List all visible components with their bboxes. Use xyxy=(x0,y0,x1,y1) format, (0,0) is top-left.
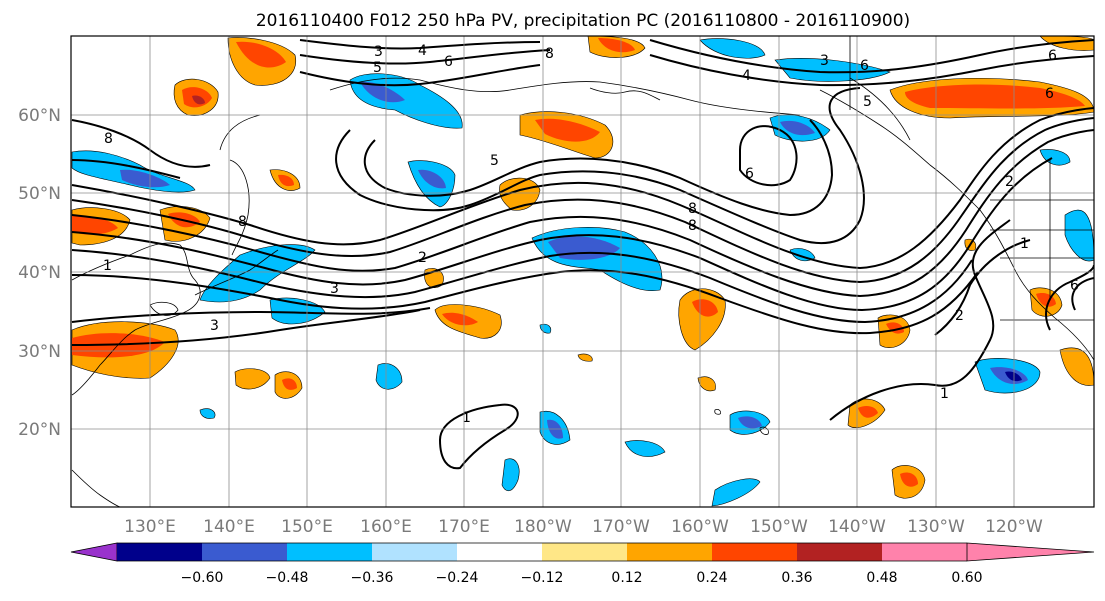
negative-precip-shading xyxy=(71,38,1094,507)
colorbar-tick-label: −0.60 xyxy=(181,570,224,586)
lon-label: 130°W xyxy=(907,517,965,537)
colorbar-tick-label: −0.24 xyxy=(436,570,479,586)
pv-label: 3 xyxy=(210,318,219,334)
colorbar-tick-label: −0.12 xyxy=(521,570,564,586)
colorbar-bin xyxy=(457,543,542,561)
lon-label: 150°E xyxy=(281,517,333,537)
pv-label: 3 xyxy=(330,281,339,297)
colorbar-tick-label: 0.36 xyxy=(781,570,812,586)
lon-label: 140°W xyxy=(828,517,886,537)
lat-label: 30°N xyxy=(18,342,61,362)
pv-label: 3 xyxy=(374,44,383,60)
latitude-labels: 60°N 50°N 40°N 30°N 20°N xyxy=(18,106,61,440)
lon-label: 160°E xyxy=(360,517,412,537)
pv-label: 1 xyxy=(940,386,949,402)
pv-label: 5 xyxy=(490,153,499,169)
lat-label: 50°N xyxy=(18,184,61,204)
pv-label: 3 xyxy=(820,53,829,69)
pv-label: 6 xyxy=(1048,48,1057,64)
pv-label: 6 xyxy=(860,58,869,74)
pv-label: 5 xyxy=(863,94,872,110)
pv-label: 6 xyxy=(1045,86,1054,102)
map-panel: 3 4 5 6 8 5 6 8 8 6 4 3 6 6 5 8 2 1 8 3 xyxy=(70,35,1095,508)
pv-label: 6 xyxy=(444,54,453,70)
gridlines xyxy=(71,36,1094,507)
pv-label: 2 xyxy=(1005,174,1014,190)
lon-label: 150°W xyxy=(750,517,808,537)
pv-label: 6 xyxy=(1070,278,1079,294)
lat-label: 60°N xyxy=(18,106,61,126)
lon-label: 180°W xyxy=(514,517,572,537)
lat-label: 20°N xyxy=(18,420,61,440)
colorbar-bin xyxy=(542,543,627,561)
pv-label: 4 xyxy=(742,68,751,84)
map-frame xyxy=(70,35,1095,508)
pv-label: 8 xyxy=(238,214,247,230)
longitude-labels: 130°E 140°E 150°E 160°E 170°E 180°W 170°… xyxy=(124,517,1043,537)
lat-label: 40°N xyxy=(18,263,61,283)
map-title: 2016110400 F012 250 hPa PV, precipitatio… xyxy=(256,11,910,31)
colorbar-tick-label: 0.24 xyxy=(696,570,727,586)
pv-label: 1 xyxy=(462,410,471,426)
colorbar-tick-label: 0.48 xyxy=(866,570,897,586)
pv-contour-labels: 3 4 5 6 8 5 6 8 8 6 4 3 6 6 5 8 2 1 8 3 xyxy=(103,43,1079,426)
pv-label: 1 xyxy=(103,258,112,274)
pv-label: 2 xyxy=(955,308,964,324)
colorbar-tick-label: 0.60 xyxy=(951,570,982,586)
pv-label: 8 xyxy=(688,218,697,234)
lon-label: 130°E xyxy=(124,517,176,537)
pv-label: 8 xyxy=(688,201,697,217)
colorbar: −0.60 −0.48 −0.36 −0.24 −0.12 0.12 0.24 … xyxy=(70,542,1095,586)
lon-label: 170°W xyxy=(592,517,650,537)
colorbar-bin xyxy=(627,543,712,561)
colorbar-tick-label: −0.36 xyxy=(351,570,394,586)
colorbar-arrow-left xyxy=(70,542,118,562)
lon-label: 120°W xyxy=(985,517,1043,537)
lon-label: 160°W xyxy=(671,517,729,537)
pv-label: 2 xyxy=(418,250,427,266)
pv-label: 6 xyxy=(745,166,754,182)
colorbar-arrow-right xyxy=(966,542,1095,562)
lon-label: 170°E xyxy=(438,517,490,537)
pv-label: 4 xyxy=(418,43,427,59)
colorbar-bin xyxy=(882,543,967,561)
colorbar-bin xyxy=(202,543,287,561)
pv-label: 1 xyxy=(1020,236,1029,252)
lon-label: 140°E xyxy=(203,517,255,537)
pv-label: 8 xyxy=(104,131,113,147)
pv-label: 5 xyxy=(373,60,382,76)
colorbar-bin xyxy=(372,543,457,561)
coastlines xyxy=(71,36,1094,507)
colorbar-bin xyxy=(712,543,797,561)
colorbar-tick-label: −0.48 xyxy=(266,570,309,586)
colorbar-tick-label: 0.12 xyxy=(611,570,642,586)
colorbar-bin xyxy=(287,543,372,561)
colorbar-bin xyxy=(117,543,202,561)
pv-label: 8 xyxy=(545,46,554,62)
colorbar-bin xyxy=(797,543,882,561)
